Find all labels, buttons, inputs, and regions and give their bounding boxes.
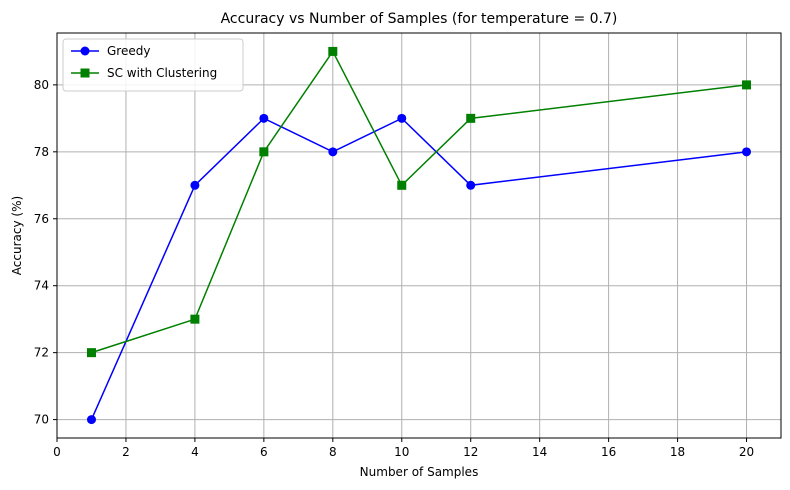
legend-box: [62, 38, 244, 92]
series-line: [90, 117, 747, 420]
legend-item: SC with Clustering: [71, 66, 217, 80]
x-tick-label: 12: [463, 445, 478, 459]
y-tick-label: 70: [34, 413, 49, 427]
plot-frame: [56, 32, 782, 439]
series-layer: [86, 46, 752, 425]
x-tick-label: 0: [53, 445, 61, 459]
data-point: [190, 314, 200, 324]
x-axis: 0 2 4 6 8 10 12 14 16 18 20: [53, 438, 754, 459]
legend-label: SC with Clustering: [107, 66, 217, 80]
data-point: [466, 113, 476, 123]
data-point: [742, 80, 752, 90]
series-line: [91, 49, 747, 354]
x-tick-label: 20: [739, 445, 754, 459]
legend-label: Greedy: [107, 44, 150, 58]
x-tick-label: 16: [601, 445, 616, 459]
y-tick-label: 78: [34, 145, 49, 159]
series-0: [86, 113, 752, 425]
legend-marker: [80, 46, 90, 56]
data-point: [397, 113, 407, 123]
data-point: [742, 147, 752, 157]
data-point: [328, 147, 338, 157]
data-point: [86, 415, 96, 425]
grid: [56, 33, 781, 438]
data-point: [328, 46, 338, 56]
x-tick-label: 4: [191, 445, 199, 459]
data-point: [190, 180, 200, 190]
x-tick-label: 6: [260, 445, 268, 459]
y-tick-label: 76: [34, 212, 49, 226]
x-tick-label: 8: [329, 445, 337, 459]
data-point: [466, 180, 476, 190]
data-point: [259, 113, 269, 123]
y-tick-label: 72: [34, 346, 49, 360]
y-axis: 70 72 74 76 78 80: [34, 78, 57, 427]
y-tick-label: 74: [34, 279, 49, 293]
y-axis-label: Accuracy (%): [10, 196, 24, 275]
x-tick-label: 18: [670, 445, 685, 459]
data-point: [397, 180, 407, 190]
series-1: [86, 46, 752, 358]
y-tick-label: 80: [34, 78, 49, 92]
legend: Greedy SC with Clustering: [62, 38, 244, 92]
x-tick-label: 14: [532, 445, 547, 459]
x-axis-label: Number of Samples: [360, 465, 479, 479]
x-tick-label: 10: [394, 445, 409, 459]
legend-item: Greedy: [71, 44, 150, 58]
chart-title: Accuracy vs Number of Samples (for tempe…: [221, 11, 618, 27]
data-point: [259, 147, 269, 157]
legend-marker: [80, 68, 90, 78]
x-tick-label: 2: [122, 445, 130, 459]
data-point: [86, 348, 96, 358]
